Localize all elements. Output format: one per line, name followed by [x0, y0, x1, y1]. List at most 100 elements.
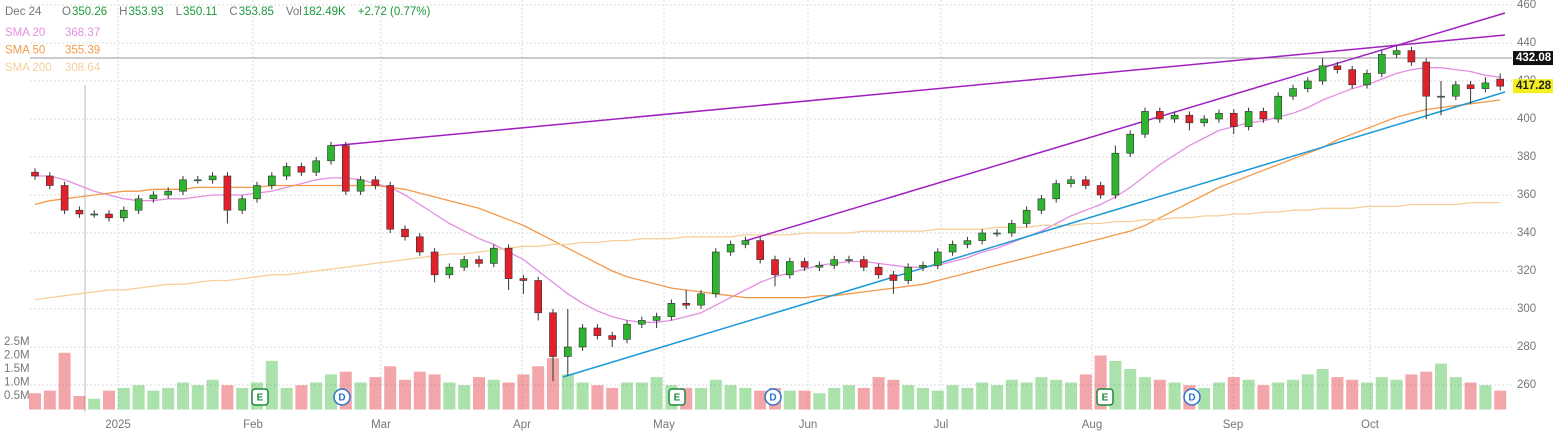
candle-body [430, 251, 439, 276]
legend-name: SMA 20 [5, 27, 45, 39]
trendline [329, 34, 1506, 147]
trendline [562, 91, 1506, 378]
legend-name: SMA 50 [5, 45, 45, 57]
x-tick-label: May [653, 419, 675, 431]
candle-body [993, 232, 1001, 235]
volume-bar [325, 374, 337, 410]
volume-tick-label: 0.5M [4, 390, 30, 402]
candle-body [1259, 111, 1268, 120]
volume-bar [576, 382, 589, 410]
candle-body [919, 264, 927, 268]
volume-bar [931, 390, 944, 410]
candle-body [120, 209, 128, 219]
volume-bar [857, 387, 870, 410]
volume-bar [58, 352, 71, 410]
y-tick-label: 360 [1517, 189, 1536, 201]
last-price-label: 417.28 [1516, 80, 1552, 92]
volume-bar [828, 387, 841, 410]
header-value: 350.26 [72, 6, 107, 18]
candle-body [1126, 133, 1134, 154]
candle-body [741, 240, 750, 245]
volume-bar [1479, 385, 1492, 410]
x-tick-label: Oct [1361, 419, 1380, 431]
header-value: 182.49K [303, 6, 346, 18]
volume-bar [1035, 377, 1048, 410]
candle-body [578, 327, 587, 348]
candle-body [445, 266, 454, 276]
volume-bar [132, 385, 145, 410]
candle-body [830, 259, 839, 266]
candle-body [1244, 111, 1253, 127]
volume-bar [1139, 377, 1151, 410]
volume-bar [739, 387, 752, 410]
reference-price-label: 432.08 [1516, 52, 1552, 64]
candle-body [297, 166, 306, 173]
candle-body [1363, 73, 1371, 86]
candle-body [1318, 65, 1327, 82]
volume-bar [561, 374, 574, 410]
legend-value: 368.37 [65, 27, 100, 39]
candle-body [386, 185, 395, 230]
volume-bar [1124, 369, 1137, 410]
candle-body [697, 293, 705, 306]
volume-bar [1361, 382, 1373, 410]
y-tick-label: 460 [1517, 0, 1536, 11]
candle-body [549, 312, 557, 357]
candle-body [904, 266, 913, 281]
volume-bar [88, 398, 101, 410]
candle-body [282, 166, 291, 177]
event-label: D [338, 393, 345, 404]
legend-value: 308.64 [65, 62, 101, 74]
x-tick-label: Jul [934, 419, 949, 431]
grid-layer [30, 0, 1512, 412]
volume-bar [1494, 390, 1507, 410]
volume-bar [1375, 377, 1388, 410]
volume-bar [606, 387, 619, 410]
volume-bar [961, 387, 974, 410]
candle-body [815, 264, 824, 268]
volume-bar [458, 385, 471, 410]
volume-bar [1301, 374, 1314, 410]
candle-body [859, 259, 868, 268]
candle-body [1096, 185, 1105, 196]
candle-body [519, 278, 528, 281]
candle-body [31, 171, 39, 177]
candle-body [1230, 113, 1238, 127]
volume-bar [754, 390, 767, 410]
volume-bar [1449, 377, 1462, 410]
candle-body [134, 198, 143, 211]
volume-bar [295, 385, 308, 410]
y-tick-label: 340 [1517, 227, 1536, 239]
volume-bar [43, 390, 56, 410]
volume-bar [1331, 377, 1344, 410]
candle-body [800, 261, 809, 268]
event-icon [333, 388, 351, 406]
volume-bar [650, 377, 663, 410]
candle-body [1082, 179, 1090, 186]
volume-bar [310, 382, 323, 410]
sma-line [34, 99, 1501, 299]
volume-bar [369, 377, 382, 410]
volume-tick-label: 2.0M [4, 350, 30, 362]
header-label: O [62, 6, 71, 18]
price-badge [1513, 51, 1553, 66]
volume-bar [1390, 379, 1403, 410]
y-tick-label: 320 [1517, 265, 1536, 277]
candle-body [1392, 50, 1401, 55]
candle-body [475, 259, 483, 264]
candle-body [608, 335, 617, 340]
candle-body [785, 261, 794, 276]
event-icon [1183, 388, 1201, 406]
label-layer: 2602803003203403603804004204404602025Feb… [4, 0, 1553, 431]
volume-bar [783, 390, 796, 410]
candle-body [267, 175, 276, 186]
candle-body [149, 194, 158, 200]
candle-body [1289, 88, 1297, 97]
candle-body [623, 323, 631, 340]
volume-bar [1420, 371, 1433, 410]
event-label: E [1102, 393, 1109, 404]
candle-body [401, 228, 409, 238]
x-tick-label: Mar [371, 419, 391, 431]
candle-body [1200, 118, 1208, 124]
candle-body [312, 160, 321, 173]
